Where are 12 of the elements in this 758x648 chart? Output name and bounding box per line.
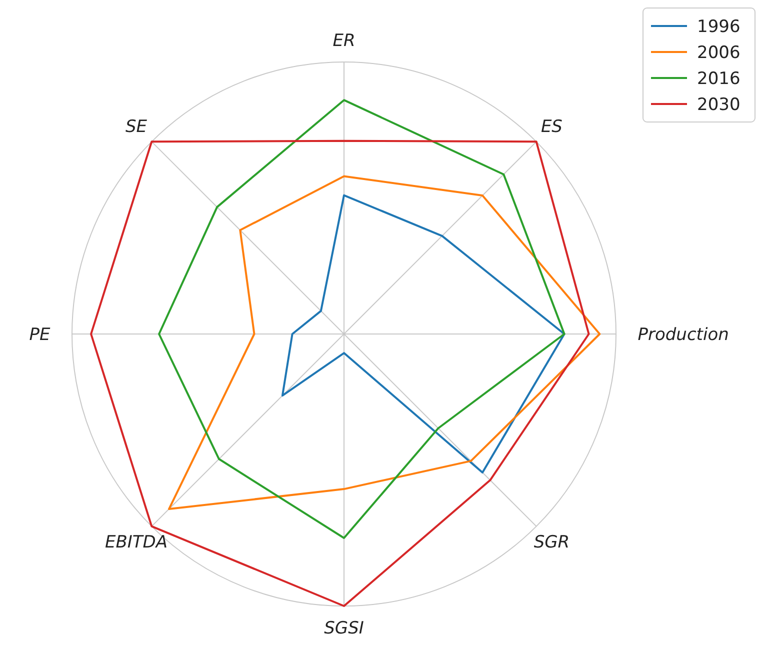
spoke-label: ER [332, 31, 356, 52]
spoke-label: EBITDA [105, 532, 168, 553]
spoke-label: SGSI [324, 618, 364, 639]
spoke-label: PE [29, 324, 50, 345]
legend-label: 2006 [697, 42, 740, 63]
legend-label: 1996 [697, 16, 740, 37]
spoke-label: ES [540, 117, 563, 138]
legend-label: 2030 [697, 94, 740, 115]
spoke-label: SE [126, 117, 148, 138]
spoke-label: Production [638, 324, 729, 345]
spoke-label: SGR [534, 532, 570, 553]
legend-label: 2016 [697, 68, 740, 89]
